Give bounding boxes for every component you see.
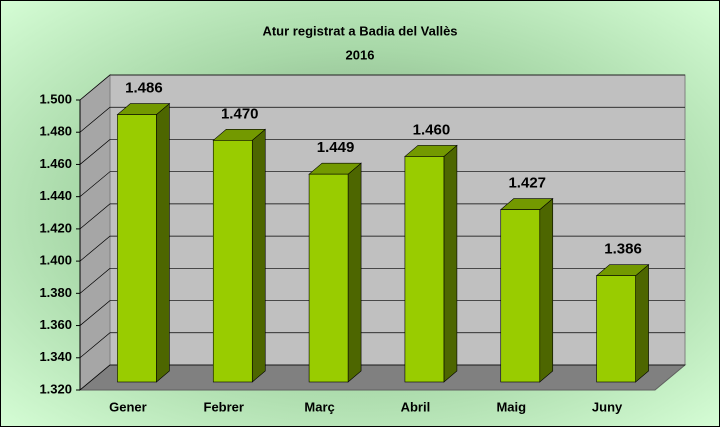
y-tick-label: 1.360 <box>39 317 72 332</box>
y-tick-label: 1.420 <box>39 220 72 235</box>
grid-line <box>79 267 685 294</box>
y-tick-label: 1.500 <box>39 91 72 106</box>
side-wall <box>79 73 111 392</box>
chart-subtitle: 2016 <box>346 47 375 62</box>
y-tick-label: 1.320 <box>39 381 72 396</box>
bar <box>404 156 445 383</box>
x-tick-label: Març <box>304 399 334 414</box>
y-tick-label: 1.440 <box>39 188 72 203</box>
bar-side <box>156 102 170 383</box>
grid-line <box>79 364 685 391</box>
grid-line <box>79 139 685 165</box>
bar-side <box>347 162 362 383</box>
grid-line <box>79 171 685 197</box>
x-tick-label: Abril <box>401 399 431 414</box>
grid-line <box>79 235 685 262</box>
bar-side <box>251 128 266 383</box>
bar-side <box>443 144 458 383</box>
grid-line <box>79 332 685 359</box>
grid-line <box>79 203 685 230</box>
x-tick-label: Maig <box>496 399 526 414</box>
y-tick-label: 1.340 <box>39 349 72 364</box>
value-label: 1.427 <box>508 175 546 192</box>
grid-line <box>79 300 685 326</box>
bar <box>212 140 253 383</box>
chart-title: Atur registrat a Badia del Vallès <box>262 23 457 38</box>
bar <box>596 275 636 383</box>
value-label: 1.386 <box>604 241 642 258</box>
value-label: 1.460 <box>413 121 451 138</box>
value-label: 1.486 <box>125 80 163 97</box>
value-label: 1.470 <box>221 105 259 122</box>
floor <box>78 364 687 391</box>
y-tick-label: 1.400 <box>39 253 72 268</box>
bar <box>308 173 349 383</box>
x-tick-label: Gener <box>109 399 147 414</box>
x-tick-label: Febrer <box>204 399 244 414</box>
grid-line <box>79 106 685 133</box>
bar <box>117 114 157 383</box>
bar-side <box>635 264 649 383</box>
bar <box>500 209 541 383</box>
y-tick-label: 1.460 <box>39 156 72 171</box>
value-label: 1.449 <box>317 139 355 156</box>
y-tick-label: 1.380 <box>39 285 72 300</box>
y-tick-label: 1.480 <box>39 124 72 139</box>
x-tick-label: Juny <box>592 399 623 414</box>
grid-line <box>79 74 685 101</box>
bar-side <box>539 197 554 383</box>
